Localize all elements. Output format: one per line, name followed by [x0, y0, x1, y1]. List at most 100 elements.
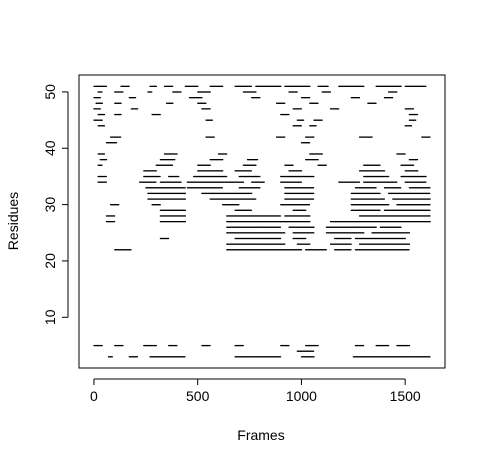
- data-point: [429, 192, 431, 195]
- data-point: [383, 175, 385, 178]
- data-point: [112, 204, 114, 206]
- data-point: [311, 136, 313, 138]
- data-point: [269, 243, 271, 245]
- data-point: [280, 113, 282, 116]
- data-point: [375, 170, 377, 172]
- data-point: [267, 221, 269, 223]
- data-point: [370, 164, 372, 166]
- data-point: [425, 85, 427, 87]
- data-point: [292, 175, 294, 178]
- data-point: [306, 215, 308, 217]
- data-point: [413, 175, 415, 178]
- data-point: [168, 102, 170, 104]
- data-point: [278, 237, 280, 240]
- data-point: [242, 226, 244, 228]
- data-point: [301, 204, 304, 206]
- data-point: [306, 204, 308, 206]
- data-point: [402, 221, 404, 223]
- data-point: [300, 226, 303, 228]
- data-point: [168, 192, 170, 195]
- data-point: [304, 85, 307, 87]
- data-point: [169, 159, 171, 161]
- data-point: [339, 85, 341, 87]
- data-point: [292, 221, 294, 223]
- data-point: [140, 181, 142, 183]
- data-point: [378, 221, 380, 223]
- data-point: [172, 198, 174, 200]
- data-point: [228, 243, 230, 245]
- data-point: [159, 209, 162, 211]
- data-point: [206, 108, 209, 110]
- data-point: [374, 221, 376, 223]
- data-point: [267, 243, 270, 245]
- data-point: [411, 119, 413, 121]
- data-point: [380, 170, 382, 172]
- data-point: [337, 226, 339, 228]
- data-point: [305, 187, 307, 189]
- data-point: [380, 232, 382, 234]
- data-point: [357, 187, 359, 189]
- data-point: [167, 85, 169, 87]
- data-point: [250, 209, 252, 211]
- data-point: [411, 113, 414, 116]
- data-point: [159, 192, 161, 195]
- data-point: [388, 175, 390, 178]
- data-point: [307, 198, 309, 200]
- data-point: [281, 232, 283, 234]
- data-point: [150, 175, 152, 178]
- data-point: [336, 108, 339, 110]
- data-point: [287, 198, 289, 200]
- data-point: [198, 91, 200, 93]
- data-point: [264, 215, 266, 217]
- data-point: [406, 181, 408, 183]
- data-point: [147, 170, 149, 172]
- data-point: [374, 181, 377, 183]
- data-point: [410, 159, 412, 161]
- data-point: [413, 170, 415, 172]
- data-point: [367, 164, 369, 166]
- data-point: [250, 85, 252, 87]
- data-point: [390, 221, 392, 223]
- data-point: [369, 164, 371, 166]
- data-point: [309, 125, 311, 127]
- data-point: [309, 187, 312, 189]
- data-point: [385, 215, 387, 217]
- data-point: [309, 226, 311, 228]
- data-point: [207, 108, 209, 110]
- data-point: [275, 232, 277, 234]
- data-point: [288, 226, 290, 228]
- data-point: [103, 85, 105, 87]
- data-point: [413, 192, 415, 195]
- data-point: [166, 192, 168, 195]
- data-point: [189, 97, 191, 99]
- data-point: [170, 153, 172, 155]
- data-point: [313, 102, 315, 104]
- data-point: [187, 181, 189, 183]
- data-point: [304, 221, 307, 223]
- data-point: [313, 159, 315, 161]
- data-point: [309, 136, 311, 138]
- data-point: [177, 209, 179, 211]
- data-point: [223, 204, 225, 206]
- data-point: [204, 181, 206, 183]
- data-point: [403, 164, 405, 166]
- data-point: [288, 215, 290, 217]
- data-point: [133, 108, 135, 110]
- data-point: [230, 204, 232, 206]
- data-point: [217, 175, 219, 178]
- data-point: [255, 97, 257, 99]
- data-point: [106, 221, 108, 223]
- data-point: [310, 136, 312, 138]
- data-point: [348, 85, 350, 87]
- data-point: [260, 226, 262, 228]
- data-point: [421, 215, 424, 217]
- data-point: [253, 198, 256, 200]
- data-point: [295, 170, 298, 172]
- data-point: [248, 175, 250, 178]
- data-point: [424, 209, 427, 211]
- data-point: [227, 204, 229, 206]
- data-point: [409, 170, 411, 172]
- data-point: [293, 192, 295, 195]
- data-point: [249, 91, 251, 93]
- data-point: [412, 175, 414, 178]
